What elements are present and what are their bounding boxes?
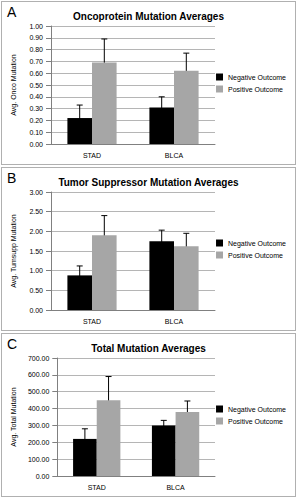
svg-text:Positive Outcome: Positive Outcome bbox=[228, 252, 283, 259]
svg-text:Positive Outcome: Positive Outcome bbox=[228, 418, 283, 425]
svg-text:Positive Outcome: Positive Outcome bbox=[228, 86, 283, 93]
svg-text:STAD: STAD bbox=[83, 318, 101, 325]
svg-text:Tumor Suppressor Mutation Aver: Tumor Suppressor Mutation Averages bbox=[58, 177, 239, 188]
svg-text:Avg. Onco Mutation: Avg. Onco Mutation bbox=[10, 54, 18, 115]
svg-text:Negative Outcome: Negative Outcome bbox=[228, 74, 286, 82]
svg-text:BLCA: BLCA bbox=[166, 484, 185, 491]
svg-text:C: C bbox=[7, 336, 17, 352]
svg-text:Avg. Total Mutation: Avg. Total Mutation bbox=[10, 387, 18, 446]
svg-text:0.60: 0.60 bbox=[29, 70, 43, 77]
svg-text:400.00: 400.00 bbox=[28, 405, 50, 412]
svg-text:0.30: 0.30 bbox=[29, 105, 43, 112]
svg-text:500.00: 500.00 bbox=[28, 388, 50, 395]
svg-text:Negative Outcome: Negative Outcome bbox=[228, 406, 286, 414]
svg-text:Negative Outcome: Negative Outcome bbox=[228, 240, 286, 248]
svg-text:0.40: 0.40 bbox=[29, 93, 43, 100]
svg-text:0.00: 0.00 bbox=[29, 141, 43, 148]
svg-text:700.00: 700.00 bbox=[28, 355, 50, 362]
svg-text:A: A bbox=[7, 4, 17, 20]
svg-text:Avg. Tumsupp Mutation: Avg. Tumsupp Mutation bbox=[10, 214, 18, 288]
svg-text:100.00: 100.00 bbox=[28, 456, 50, 463]
svg-text:0.90: 0.90 bbox=[29, 34, 43, 41]
svg-text:STAD: STAD bbox=[83, 152, 101, 159]
svg-text:0.50: 0.50 bbox=[29, 82, 43, 89]
svg-text:BLCA: BLCA bbox=[165, 318, 184, 325]
svg-text:300.00: 300.00 bbox=[28, 422, 50, 429]
svg-text:Total Mutation Averages: Total Mutation Averages bbox=[91, 343, 206, 354]
svg-text:STAD: STAD bbox=[88, 484, 106, 491]
svg-text:1.00: 1.00 bbox=[29, 23, 43, 30]
svg-text:0.10: 0.10 bbox=[29, 129, 43, 136]
svg-text:B: B bbox=[7, 170, 16, 186]
svg-text:2.50: 2.50 bbox=[29, 208, 43, 215]
svg-text:2.00: 2.00 bbox=[29, 228, 43, 235]
svg-text:1.50: 1.50 bbox=[29, 248, 43, 255]
svg-text:600.00: 600.00 bbox=[28, 371, 50, 378]
svg-text:1.00: 1.00 bbox=[29, 267, 43, 274]
svg-text:3.00: 3.00 bbox=[29, 189, 43, 196]
svg-text:0.00: 0.00 bbox=[29, 307, 43, 314]
svg-text:200.00: 200.00 bbox=[28, 439, 50, 446]
svg-text:Oncoprotein Mutation Averages: Oncoprotein Mutation Averages bbox=[73, 11, 224, 22]
svg-text:0.00: 0.00 bbox=[36, 473, 50, 480]
svg-text:0.50: 0.50 bbox=[29, 287, 43, 294]
svg-text:0.80: 0.80 bbox=[29, 46, 43, 53]
svg-text:0.20: 0.20 bbox=[29, 117, 43, 124]
svg-text:BLCA: BLCA bbox=[165, 152, 184, 159]
svg-text:0.70: 0.70 bbox=[29, 58, 43, 65]
